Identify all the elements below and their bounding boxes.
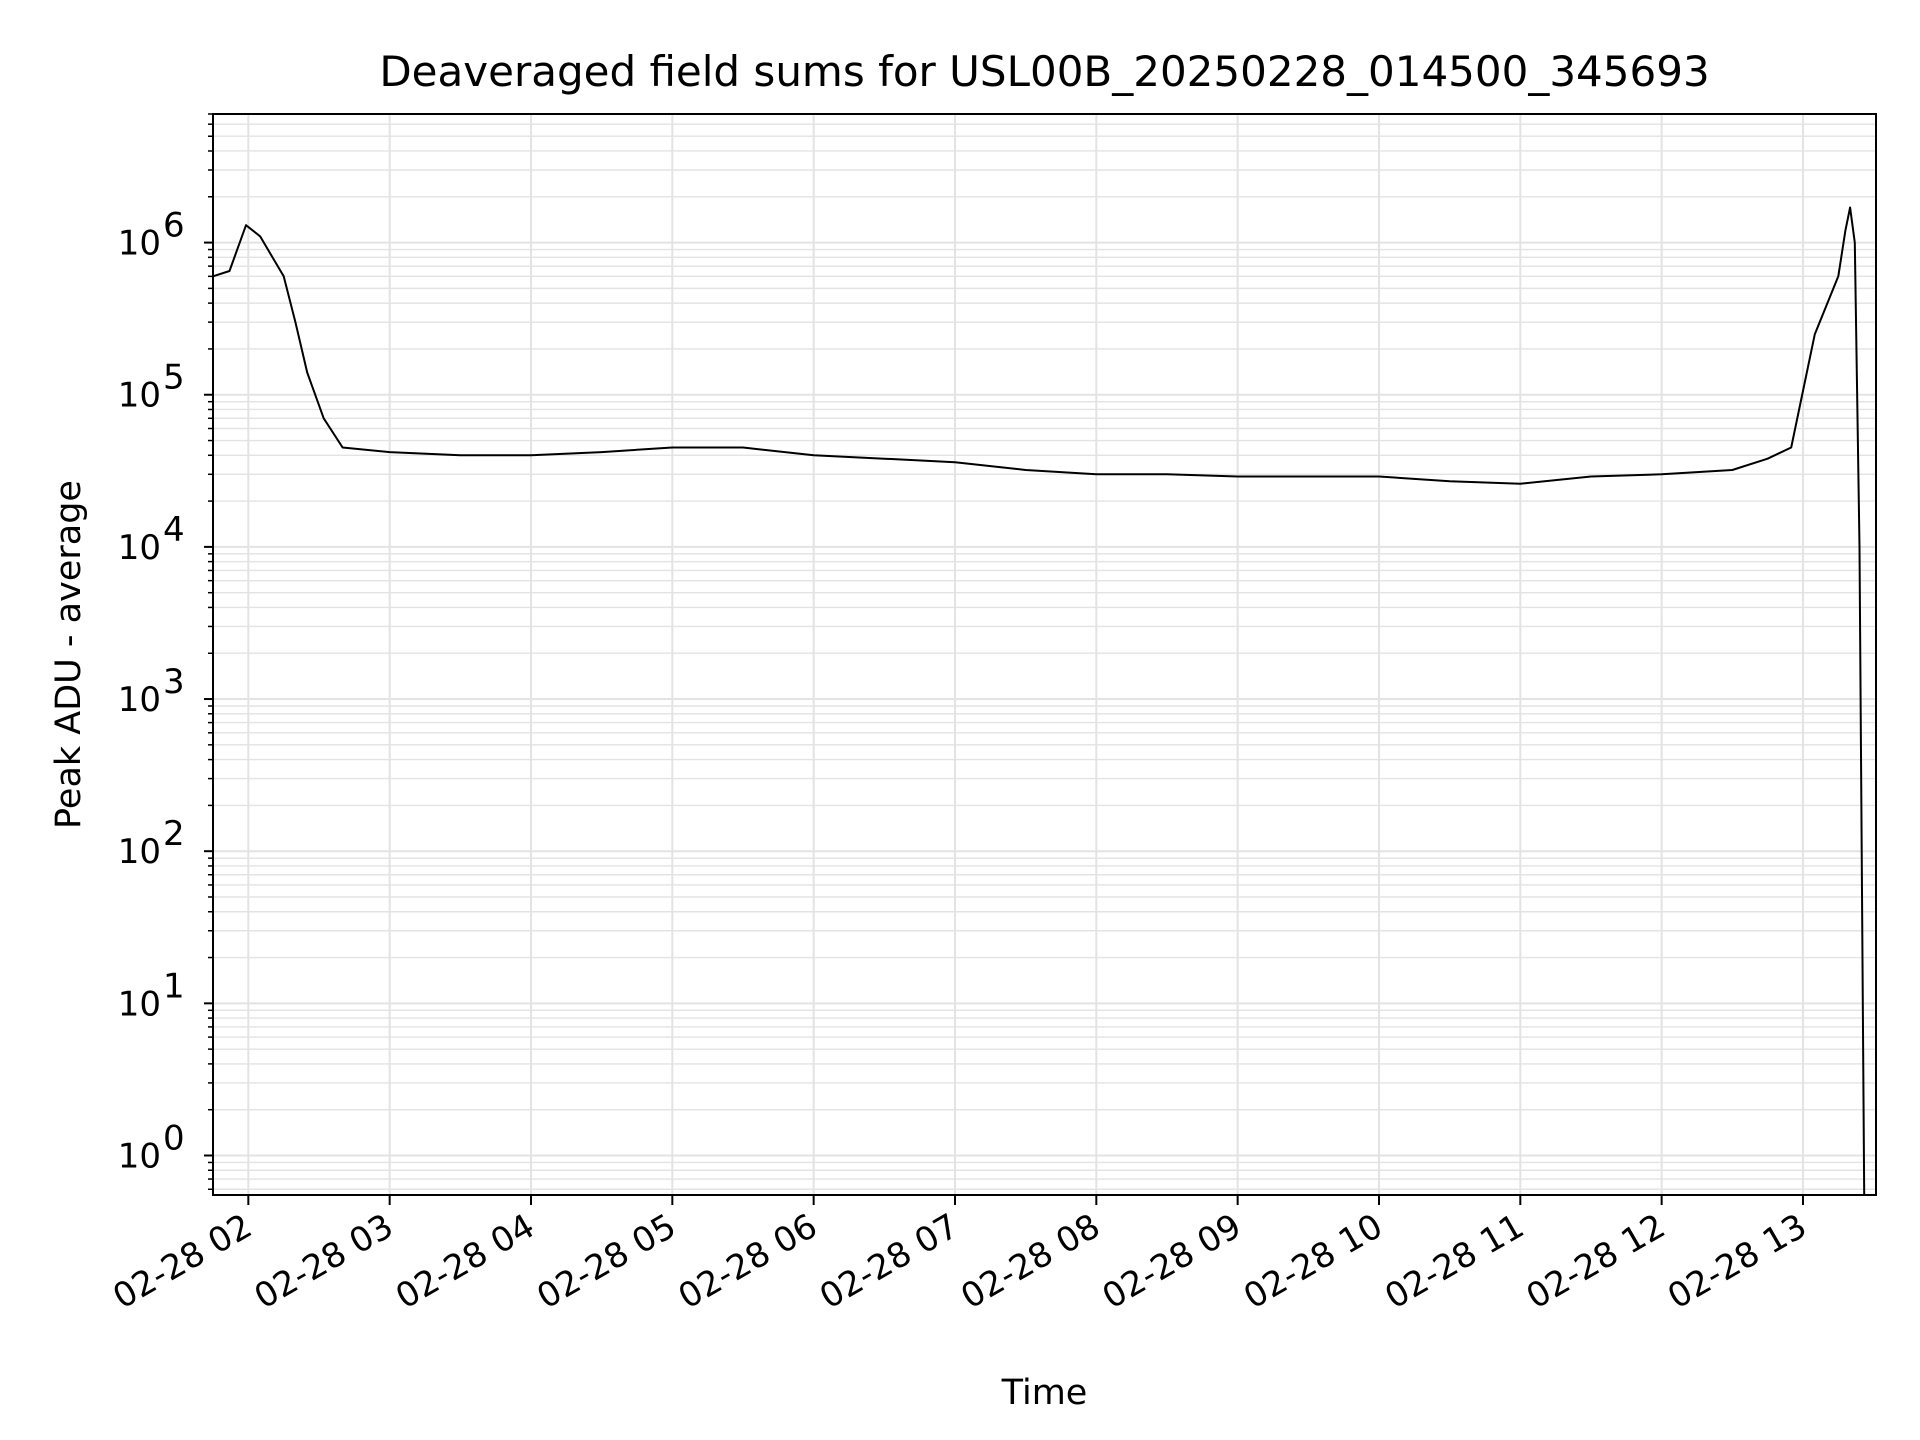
y-tick-exponent: 2 [163, 814, 185, 854]
series-line [212, 206, 1866, 1196]
y-axis-title: Peak ADU - average [49, 480, 89, 829]
y-tick-exponent: 6 [163, 206, 185, 246]
ticks [204, 113, 1804, 1205]
y-tick-exponent: 0 [163, 1118, 185, 1158]
y-tick-label: 10 [118, 376, 161, 416]
series-layer [212, 206, 1866, 1196]
y-tick-exponent: 3 [163, 662, 185, 702]
y-tick-label: 10 [118, 984, 161, 1024]
chart-title: Deaveraged field sums for USL00B_2025022… [379, 47, 1709, 96]
y-tick-exponent: 1 [163, 966, 185, 1006]
plot-frame [212, 113, 1877, 1196]
y-tick-label: 10 [118, 680, 161, 720]
y-tick-exponent: 4 [163, 510, 185, 550]
x-axis-title: Time [1001, 1373, 1088, 1413]
y-tick-label: 10 [118, 528, 161, 568]
y-tick-label: 10 [118, 224, 161, 264]
y-tick-label: 10 [118, 832, 161, 872]
y-tick-label: 10 [118, 1136, 161, 1176]
y-tick-exponent: 5 [163, 358, 185, 398]
